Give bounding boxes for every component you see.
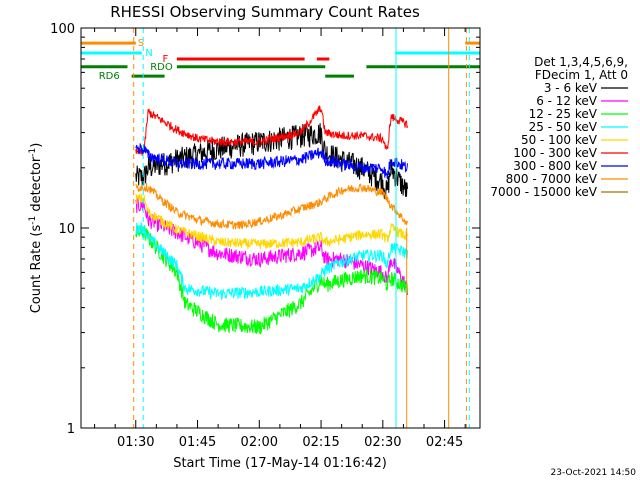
series-12-25-kev xyxy=(135,225,408,336)
y-tick-label-1: 1 xyxy=(67,422,75,437)
y-axis-label-rest: detector xyxy=(29,156,44,216)
legend-label-800-7000-kev: 800 - 7000 keV xyxy=(506,172,598,186)
legend-label-12-25-kev: 12 - 25 keV xyxy=(529,107,598,121)
series-300-800-kev xyxy=(135,143,408,180)
legend-label-50-100-kev: 50 - 100 keV xyxy=(521,133,598,147)
y-tick-label-100: 100 xyxy=(50,22,75,37)
x-tick-label-01-45: 01:45 xyxy=(179,435,216,450)
state-bar-label-f: F xyxy=(163,54,169,65)
footer-date: 23-Oct-2021 14:50 xyxy=(551,468,637,478)
y-axis-label: Count Rate (s-1 detector-1) xyxy=(28,143,44,314)
legend: Det 1,3,4,5,6,9, FDecim 1, Att 0 3 - 6 k… xyxy=(490,55,628,199)
x-tick-label-02-45: 02:45 xyxy=(426,435,463,450)
chart-title: RHESSI Observing Summary Count Rates xyxy=(110,3,420,21)
legend-label-3-6-kev: 3 - 6 keV xyxy=(544,81,598,95)
x-axis-ticks: 01:30 01:45 02:00 02:15 02:30 02:45 xyxy=(94,28,466,450)
series-25-50-kev xyxy=(135,221,408,301)
data-series xyxy=(135,105,408,336)
x-tick-label-02-30: 02:30 xyxy=(364,435,401,450)
series-50-100-kev xyxy=(135,194,408,250)
legend-label-7000-15000-kev: 7000 - 15000 keV xyxy=(490,185,597,199)
series-100-300-kev xyxy=(135,105,408,156)
x-tick-label-02-00: 02:00 xyxy=(241,435,278,450)
x-axis-label: Start Time (17-May-14 01:16:42) xyxy=(173,456,387,471)
y-axis-ticks: 1 10 100 xyxy=(50,22,480,437)
legend-label-25-50-kev: 25 - 50 keV xyxy=(529,120,598,134)
state-bar-label-rd6: RD6 xyxy=(99,71,120,82)
y-axis-label-end: ) xyxy=(29,143,44,148)
vertical-markers xyxy=(133,28,470,428)
y-axis-label-main: Count Rate (s xyxy=(29,225,44,314)
state-bar-label-n: N xyxy=(145,48,152,59)
series-800-7000-kev xyxy=(135,182,408,230)
series-6-12-kev xyxy=(135,197,408,296)
state-bar-label-s: S xyxy=(138,38,144,49)
y-axis-label-sup2: -1 xyxy=(28,148,38,157)
state-bar-label-rdo: RDO xyxy=(150,62,173,73)
legend-label-100-300-kev: 100 - 300 keV xyxy=(513,146,597,160)
y-tick-label-10: 10 xyxy=(58,222,75,237)
y-axis-label-sup: -1 xyxy=(28,216,38,225)
x-tick-label-02-15: 02:15 xyxy=(302,435,339,450)
x-tick-label-01-30: 01:30 xyxy=(117,435,154,450)
legend-label-300-800-kev: 300 - 800 keV xyxy=(513,159,597,173)
legend-label-6-12-kev: 6 - 12 keV xyxy=(536,94,598,108)
legend-header-line-2: FDecim 1, Att 0 xyxy=(535,68,628,82)
legend-header-line-1: Det 1,3,4,5,6,9, xyxy=(534,55,628,69)
